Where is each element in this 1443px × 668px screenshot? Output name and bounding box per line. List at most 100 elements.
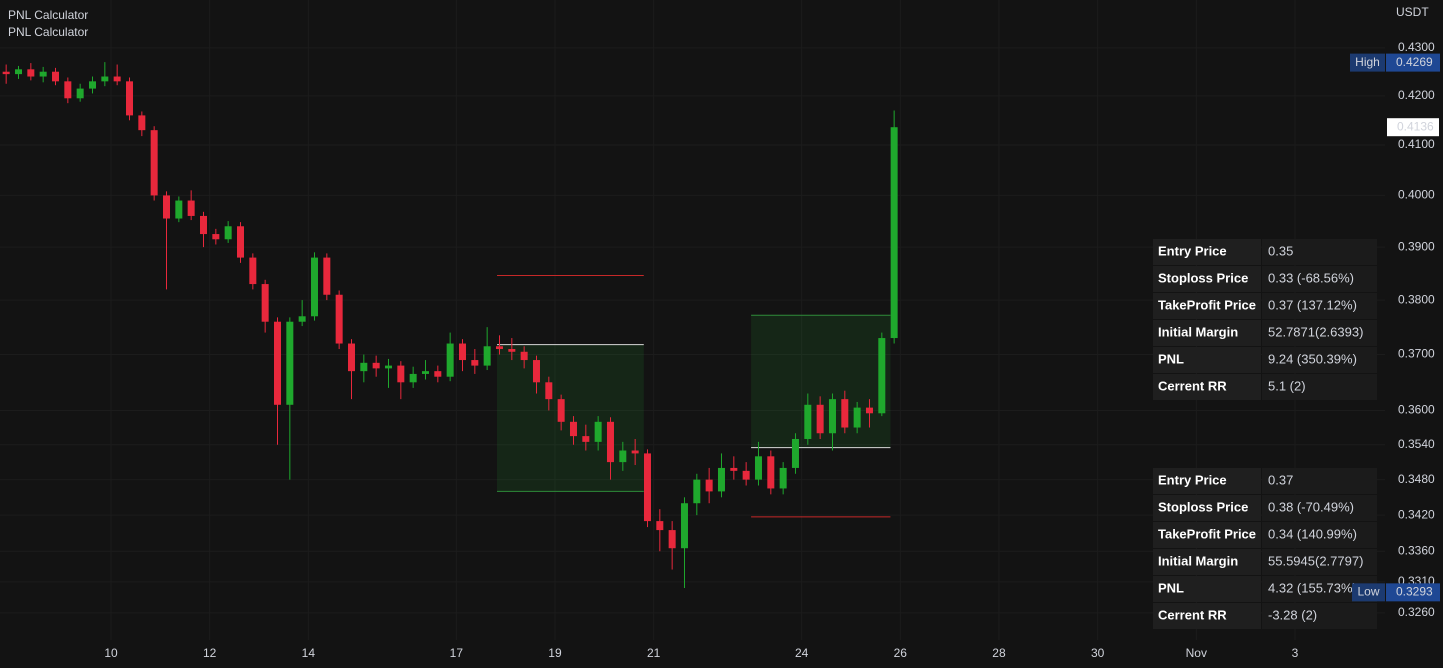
candle-body — [212, 234, 220, 240]
candle-body — [693, 479, 701, 504]
candle-body — [532, 360, 540, 383]
table-label: Stoploss Price — [1158, 499, 1248, 514]
candle-body — [421, 371, 429, 374]
table-value-cell — [1262, 239, 1377, 265]
candle-body — [878, 338, 886, 414]
table-value: 0.35 — [1268, 243, 1293, 258]
table-value: 0.33 (-68.56%) — [1268, 270, 1354, 285]
y-tick-label: 0.3540 — [1398, 437, 1435, 451]
table-label: Cerrent RR — [1158, 607, 1227, 622]
candle-body — [360, 362, 368, 372]
table-label: PNL — [1158, 580, 1184, 595]
table-value-cell — [1262, 320, 1377, 346]
candle-body — [162, 195, 170, 219]
table-value-cell — [1262, 347, 1377, 373]
table-value-cell — [1262, 522, 1377, 548]
table-label-cell — [1153, 603, 1261, 629]
table-label: TakeProfit Price — [1158, 297, 1256, 312]
table-label: Cerrent RR — [1158, 378, 1227, 393]
candle-body — [76, 88, 84, 99]
candle-body — [865, 407, 873, 414]
unit-label: USDT — [1396, 5, 1429, 19]
y-tick-label: 0.3700 — [1398, 347, 1435, 361]
candle-body — [101, 76, 109, 82]
y-tick-label: 0.4200 — [1398, 88, 1435, 102]
table-value-cell — [1262, 603, 1377, 629]
x-tick-label: 24 — [795, 646, 809, 660]
table-value: -3.28 (2) — [1268, 607, 1317, 622]
x-tick-label: 28 — [992, 646, 1006, 660]
table-label-cell — [1153, 522, 1261, 548]
candle-body — [138, 115, 146, 131]
candle-body — [779, 467, 787, 489]
table-value: 55.5945(2.7797) — [1268, 553, 1363, 568]
marker-value-bg — [1386, 53, 1440, 72]
table-label-cell — [1153, 374, 1261, 400]
candle-body — [631, 450, 639, 454]
candle-body — [236, 226, 244, 258]
marker-value-bg — [1386, 583, 1440, 602]
table-value-cell — [1262, 468, 1377, 494]
marker-name-bg — [1350, 53, 1385, 72]
y-tick-label: 0.4300 — [1398, 40, 1435, 54]
profit-zone — [497, 344, 644, 492]
y-tick-label: 0.3900 — [1398, 239, 1435, 253]
candle-body — [384, 365, 392, 369]
table-label-cell — [1153, 293, 1261, 319]
marker-name: Low — [1357, 585, 1379, 599]
candle-body — [594, 421, 602, 442]
candle-body — [668, 530, 676, 549]
x-tick-label: 10 — [104, 646, 118, 660]
table-label-cell — [1153, 576, 1261, 602]
candle-body — [347, 343, 355, 372]
candle-body — [569, 421, 577, 437]
table-value: 4.32 (155.73%) — [1268, 580, 1357, 595]
y-tick-label: 0.3800 — [1398, 292, 1435, 306]
candle-body — [520, 351, 528, 361]
y-tick-label: 0.3260 — [1398, 605, 1435, 619]
y-tick-label: 0.4100 — [1398, 137, 1435, 151]
table-value: 0.37 (137.12%) — [1268, 297, 1357, 312]
candle-body — [458, 343, 466, 361]
table-label: Stoploss Price — [1158, 270, 1248, 285]
table-value: 9.24 (350.39%) — [1268, 351, 1357, 366]
table-value-cell — [1262, 495, 1377, 521]
candle-body — [335, 294, 343, 344]
candle-body — [705, 479, 713, 492]
candle-body — [471, 360, 479, 366]
candle-body — [273, 321, 281, 405]
candle-body — [890, 127, 898, 339]
candle-body — [397, 365, 405, 383]
table-label-cell — [1153, 495, 1261, 521]
chart-title: PNL Calculator — [8, 25, 88, 39]
candle-body — [446, 343, 454, 377]
table-value: 0.34 (140.99%) — [1268, 526, 1357, 541]
candle-body — [557, 399, 565, 422]
table-label-cell — [1153, 239, 1261, 265]
candle-body — [767, 456, 775, 489]
candle-body — [606, 421, 614, 463]
y-tick-label: 0.3480 — [1398, 472, 1435, 486]
x-tick-label: 17 — [450, 646, 464, 660]
candle-body — [187, 200, 195, 216]
x-tick-label: 30 — [1091, 646, 1105, 660]
candle-body — [680, 503, 688, 549]
table-value-cell — [1262, 374, 1377, 400]
table-value: 0.37 — [1268, 472, 1293, 487]
y-tick-label: 0.3420 — [1398, 507, 1435, 521]
candle-body — [199, 215, 207, 235]
candle-body — [64, 81, 72, 99]
candle-body — [27, 69, 35, 77]
x-tick-label: 12 — [203, 646, 217, 660]
x-tick-label: 21 — [647, 646, 661, 660]
marker-name: High — [1355, 55, 1380, 69]
table-label: Entry Price — [1158, 243, 1227, 258]
candle-body — [249, 257, 257, 285]
table-label: Entry Price — [1158, 472, 1227, 487]
table-value-cell — [1262, 266, 1377, 292]
y-tick-label: 0.3360 — [1398, 543, 1435, 557]
candle-body — [298, 316, 306, 322]
table-label: Initial Margin — [1158, 553, 1238, 568]
candle-body — [434, 371, 442, 377]
